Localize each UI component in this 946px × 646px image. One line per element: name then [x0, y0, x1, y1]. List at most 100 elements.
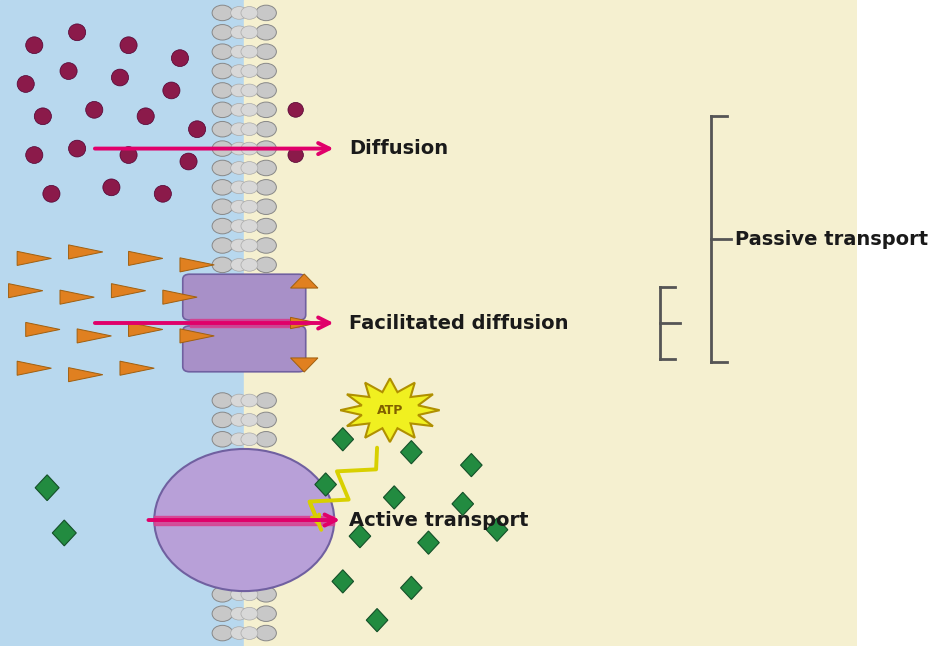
Circle shape	[255, 83, 276, 98]
Circle shape	[212, 5, 233, 21]
Circle shape	[231, 220, 248, 233]
Circle shape	[255, 625, 276, 641]
Circle shape	[231, 26, 248, 39]
Circle shape	[212, 102, 233, 118]
Polygon shape	[332, 570, 354, 593]
Polygon shape	[461, 453, 482, 477]
Circle shape	[255, 121, 276, 137]
Ellipse shape	[120, 37, 137, 54]
Polygon shape	[26, 322, 60, 337]
Circle shape	[241, 142, 258, 155]
Polygon shape	[35, 475, 60, 501]
Circle shape	[241, 394, 258, 407]
Circle shape	[212, 63, 233, 79]
Ellipse shape	[103, 179, 120, 196]
Circle shape	[255, 199, 276, 214]
Text: Passive transport: Passive transport	[735, 229, 928, 249]
Circle shape	[212, 180, 233, 195]
Polygon shape	[78, 329, 112, 343]
Circle shape	[255, 25, 276, 40]
Ellipse shape	[154, 185, 171, 202]
Circle shape	[241, 45, 258, 58]
Ellipse shape	[34, 108, 51, 125]
Circle shape	[231, 433, 248, 446]
Polygon shape	[290, 274, 318, 288]
Circle shape	[212, 121, 233, 137]
Circle shape	[231, 65, 248, 78]
Circle shape	[255, 218, 276, 234]
Ellipse shape	[17, 76, 34, 92]
Polygon shape	[17, 361, 51, 375]
Circle shape	[241, 103, 258, 116]
Polygon shape	[120, 361, 154, 375]
Ellipse shape	[288, 103, 304, 118]
Polygon shape	[68, 368, 103, 382]
Ellipse shape	[188, 121, 205, 138]
Circle shape	[255, 606, 276, 621]
Polygon shape	[400, 576, 422, 599]
Polygon shape	[383, 486, 405, 509]
Circle shape	[241, 6, 258, 19]
Circle shape	[212, 412, 233, 428]
Circle shape	[255, 393, 276, 408]
Ellipse shape	[171, 50, 188, 67]
Circle shape	[255, 412, 276, 428]
Circle shape	[241, 433, 258, 446]
Circle shape	[255, 44, 276, 59]
Polygon shape	[486, 518, 508, 541]
Circle shape	[212, 141, 233, 156]
Circle shape	[212, 160, 233, 176]
Polygon shape	[341, 379, 440, 442]
Circle shape	[241, 162, 258, 174]
Polygon shape	[17, 251, 51, 266]
Circle shape	[255, 102, 276, 118]
Circle shape	[212, 218, 233, 234]
Circle shape	[241, 627, 258, 640]
Ellipse shape	[43, 185, 60, 202]
Circle shape	[255, 160, 276, 176]
Polygon shape	[129, 322, 163, 337]
Circle shape	[241, 26, 258, 39]
Circle shape	[241, 84, 258, 97]
Circle shape	[231, 181, 248, 194]
Text: Facilitated diffusion: Facilitated diffusion	[349, 313, 569, 333]
FancyBboxPatch shape	[183, 274, 306, 320]
Polygon shape	[349, 525, 371, 548]
Circle shape	[231, 413, 248, 426]
Circle shape	[241, 588, 258, 601]
Ellipse shape	[112, 69, 129, 86]
Ellipse shape	[26, 37, 43, 54]
Circle shape	[241, 65, 258, 78]
Polygon shape	[290, 317, 318, 329]
Circle shape	[212, 238, 233, 253]
Circle shape	[241, 239, 258, 252]
Circle shape	[241, 123, 258, 136]
Ellipse shape	[137, 108, 154, 125]
Bar	[154, 516, 334, 525]
Polygon shape	[366, 609, 388, 632]
Circle shape	[231, 607, 248, 620]
Circle shape	[231, 84, 248, 97]
Bar	[189, 319, 299, 327]
Bar	[0, 0, 244, 646]
Polygon shape	[163, 290, 197, 304]
FancyBboxPatch shape	[183, 326, 306, 372]
Text: Active transport: Active transport	[349, 510, 529, 530]
Circle shape	[255, 180, 276, 195]
Polygon shape	[400, 441, 422, 464]
Ellipse shape	[120, 147, 137, 163]
Circle shape	[212, 83, 233, 98]
Circle shape	[212, 625, 233, 641]
Bar	[244, 0, 857, 646]
Circle shape	[255, 587, 276, 602]
Polygon shape	[452, 492, 474, 516]
Circle shape	[231, 123, 248, 136]
Polygon shape	[290, 358, 318, 372]
Circle shape	[231, 103, 248, 116]
Circle shape	[255, 5, 276, 21]
Circle shape	[241, 413, 258, 426]
Circle shape	[241, 220, 258, 233]
Circle shape	[212, 432, 233, 447]
Ellipse shape	[26, 147, 43, 163]
Circle shape	[231, 239, 248, 252]
